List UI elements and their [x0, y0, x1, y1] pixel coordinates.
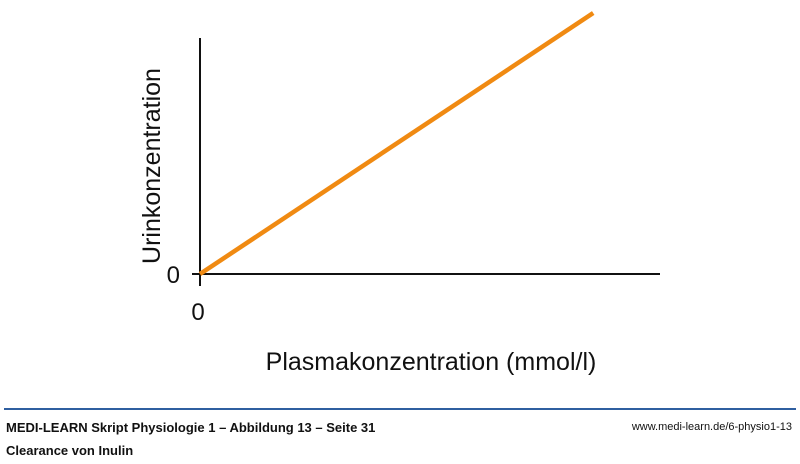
chart-series: [198, 11, 595, 276]
line-chart: 0 0 Urinkonzentration Plasmakonzentratio…: [138, 11, 660, 376]
y-tick-label: 0: [167, 262, 180, 289]
figure-caption: Clearance von Inulin: [6, 443, 134, 458]
x-axis-label: Plasmakonzentration (mmol/l): [266, 348, 597, 376]
footer-divider: [4, 408, 796, 410]
figure-source-title: MEDI-LEARN Skript Physiologie 1 – Abbild…: [6, 420, 376, 435]
y-axis-label: Urinkonzentration: [138, 68, 166, 264]
figure-source-link[interactable]: www.medi-learn.de/6-physio1-13: [631, 421, 792, 433]
x-tick-label: 0: [191, 299, 204, 326]
series-line-0: [198, 11, 595, 276]
